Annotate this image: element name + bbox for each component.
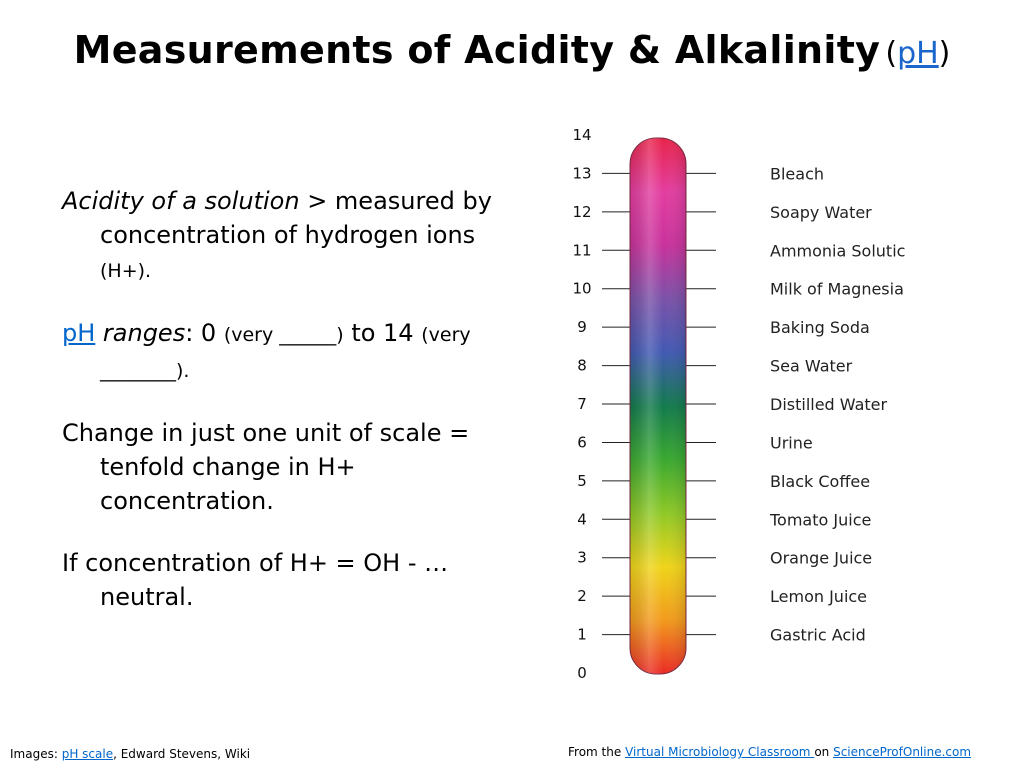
bullet-ph-range: pH ranges: 0 (very ______) to 14 (very _…: [62, 316, 502, 388]
acidity-small: (H+).: [100, 260, 152, 282]
ph-range-small2: (very ________).: [100, 324, 471, 382]
ph-tube-shine: [630, 138, 686, 674]
footer-source-credit: From the Virtual Microbiology Classroom …: [568, 745, 971, 759]
footer-scienceprof-link[interactable]: ScienceProfOnline.com: [833, 745, 972, 759]
ph-range-small1: (very ______): [223, 324, 344, 346]
scale-number: 6: [577, 433, 587, 451]
title-paren-open: (: [885, 36, 898, 71]
ph-range-text1: : 0: [185, 319, 224, 347]
bullet-neutral: If concentration of H+ = OH - … neutral.: [62, 549, 449, 611]
substance-label: Ammonia Solutic: [770, 241, 905, 260]
scale-number: 1: [577, 626, 587, 644]
footer-ph-scale-link[interactable]: pH scale: [61, 747, 114, 761]
substance-label: Baking Soda: [770, 318, 870, 337]
scale-number: 12: [572, 203, 591, 221]
acidity-text: > measured by concentration of hydrogen …: [100, 187, 492, 249]
scale-number: 4: [577, 510, 587, 528]
bullet-list: Acidity of a solution > measured by conc…: [62, 184, 502, 642]
substance-label: Orange Juice: [770, 549, 872, 568]
ph-range-italic: ranges: [95, 319, 186, 347]
scale-number: 8: [577, 357, 587, 375]
substance-label: Soapy Water: [770, 203, 872, 222]
scale-number: 3: [577, 549, 587, 567]
substance-label: Gastric Acid: [770, 626, 866, 645]
title-ph-link[interactable]: pH: [897, 36, 939, 71]
scale-substance-labels: Bleach Soapy Water Ammonia Solutic Milk of …: [769, 164, 905, 644]
substance-label: Tomato Juice: [769, 510, 871, 529]
substance-label: Black Coffee: [770, 472, 870, 491]
footer-left-suffix: , Edward Stevens, Wiki: [113, 747, 251, 761]
scale-number: 5: [577, 472, 587, 490]
scale-number: 9: [577, 318, 587, 336]
footer-right-prefix: From the: [568, 745, 626, 759]
scale-number: 14: [572, 126, 591, 144]
scale-number: 2: [577, 587, 587, 605]
title-paren: (pH): [885, 36, 950, 71]
scale-number: 10: [572, 280, 591, 298]
acidity-italic: Acidity of a solution: [62, 187, 300, 215]
substance-label: Bleach: [770, 164, 824, 183]
ph-tube: [629, 137, 687, 675]
footer-image-credit: Images: pH scale, Edward Stevens, Wiki: [10, 747, 250, 761]
substance-label: Distilled Water: [770, 395, 888, 414]
substance-label: Lemon Juice: [770, 587, 867, 606]
footer-classroom-link[interactable]: Virtual Microbiology Classroom: [625, 745, 815, 759]
footer-left-prefix: Images:: [10, 747, 62, 761]
substance-label: Sea Water: [770, 357, 853, 376]
bullet-acidity: Acidity of a solution > measured by conc…: [62, 184, 502, 288]
bullet-tenfold: Change in just one unit of scale = tenfo…: [62, 419, 470, 515]
footer-right-mid: on: [814, 745, 834, 759]
title-paren-close: ): [938, 36, 951, 71]
substance-label: Urine: [770, 433, 813, 452]
substance-label: Milk of Magnesia: [770, 280, 904, 299]
scale-number: 0: [577, 664, 587, 682]
slide-title: Measurements of Acidity & Alkalinity (pH…: [0, 28, 1024, 72]
scale-number: 7: [577, 395, 587, 413]
scale-number: 13: [572, 164, 591, 182]
ph-range-link[interactable]: pH: [62, 319, 96, 347]
ph-range-text2: to 14: [343, 319, 422, 347]
title-main: Measurements of Acidity & Alkalinity: [73, 28, 881, 72]
scale-number: 11: [572, 241, 591, 259]
